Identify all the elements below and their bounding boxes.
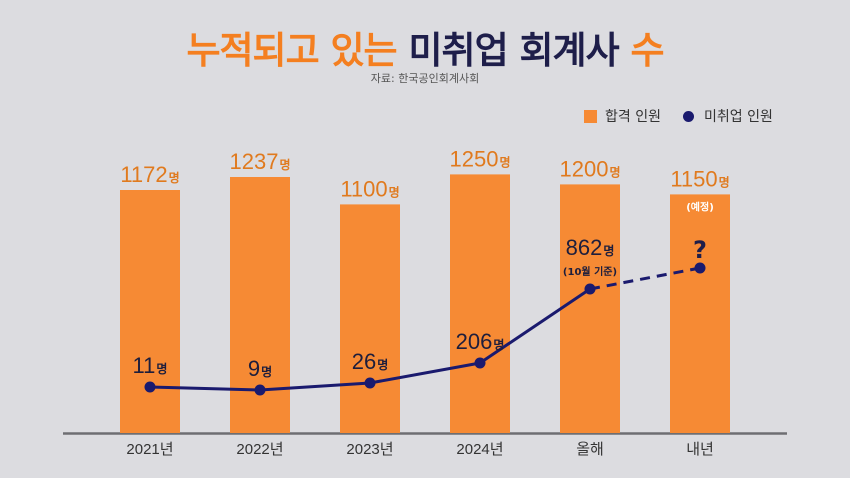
x-tick-label: 2023년 (346, 441, 393, 458)
line-point (144, 381, 156, 393)
source-note: 자료: 한국공인회계사회 (370, 72, 480, 85)
line-value-label: 26명 (352, 349, 389, 374)
bar-annotation: (예정) (686, 200, 714, 213)
x-tick-label: 올해 (576, 441, 604, 458)
legend-square-icon (584, 109, 597, 123)
bar-value-label: 1172명 (120, 162, 179, 187)
bar-value-label: 1250명 (450, 146, 511, 171)
line-annotation: (10월 기준) (563, 265, 617, 278)
line-point (474, 357, 486, 369)
bar-2 (340, 204, 400, 433)
legend-circle-icon (682, 110, 694, 122)
bar-value-label: 1100명 (340, 176, 399, 201)
x-tick-label: 2024년 (456, 441, 503, 458)
line-point (694, 262, 706, 274)
bar-0 (120, 190, 180, 433)
bar-3 (450, 174, 510, 433)
bar-4 (560, 184, 620, 433)
bar-value-label: 1237명 (230, 149, 291, 174)
question-mark-label: ? (693, 236, 707, 264)
title-part-2: 미취업 회계사 (408, 29, 619, 72)
legend-item-passed: 합격 인원 (584, 106, 661, 126)
legend: 합격 인원 미취업 인원 (584, 106, 795, 126)
legend-item-unemployed: 미취업 인원 (682, 106, 773, 126)
line-point (364, 377, 376, 389)
line-value-label: 9명 (248, 356, 272, 381)
title-part-1: 누적되고 있는 (186, 29, 409, 72)
x-tick-label: 2022년 (236, 441, 283, 458)
title-part-3: 수 (618, 29, 664, 72)
bar-value-label: 1150명 (670, 166, 729, 191)
line-point (584, 283, 596, 295)
bar-value-label: 1200명 (560, 156, 621, 181)
bar-5 (670, 194, 730, 433)
legend-label: 합격 인원 (605, 109, 661, 125)
legend-label: 미취업 인원 (703, 109, 773, 125)
line-projected-segment (589, 266, 701, 291)
line-point (254, 384, 266, 396)
x-tick-label: 2021년 (126, 441, 173, 458)
line-value-label: 11명 (133, 353, 168, 378)
x-tick-label: 내년 (686, 441, 714, 458)
line-value-label: 862명 (566, 235, 615, 260)
line-value-label: 206명 (456, 329, 505, 354)
chart-title: 누적되고 있는 미취업 회계사 수 (0, 20, 850, 74)
